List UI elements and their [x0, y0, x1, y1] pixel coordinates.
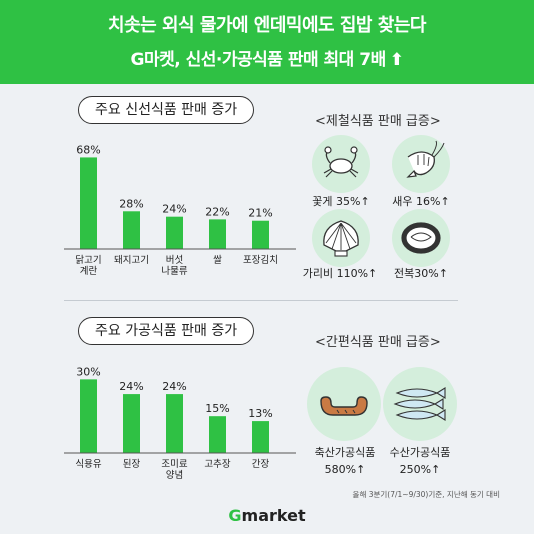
- fresh-food-pill: 주요 신선식품 판매 증가: [78, 96, 255, 124]
- logo-text: market: [241, 506, 306, 525]
- category-label: 포장김치: [243, 254, 278, 266]
- bar: [209, 219, 226, 249]
- category-label: 쌀: [213, 255, 222, 266]
- footnote: 올해 3분기(7/1~9/30)기준, 지난해 동기 대비: [352, 490, 500, 499]
- category-label: 돼지고기: [114, 255, 149, 266]
- category-label: 고추장: [204, 459, 230, 470]
- category-label: 나물류: [161, 266, 187, 277]
- clam-circle: [312, 209, 370, 267]
- bar: [209, 416, 226, 453]
- shrimp-circle: [392, 135, 450, 193]
- category-label: 간장: [252, 459, 270, 470]
- crab-label: 꽃게 35%↑: [312, 195, 370, 208]
- subheadline-text: G마켓, 신선·가공식품 판매 최대 7배: [130, 50, 387, 70]
- up-arrow-icon: ⬆: [389, 50, 404, 70]
- bar: [123, 394, 140, 453]
- sausage-circle: [307, 367, 381, 441]
- clam-label: 가리비 110%↑: [302, 267, 378, 280]
- category-label: 닭고기: [75, 254, 101, 266]
- meat-processed-label: 축산가공식품 580%↑: [300, 444, 390, 476]
- shrimp-label: 새우 16%↑: [392, 195, 450, 208]
- meat-processed-name: 축산가공식품: [314, 446, 376, 459]
- bar: [166, 216, 183, 249]
- bar-value-label: 22%: [205, 205, 229, 218]
- bar: [80, 379, 97, 453]
- abalone-icon: [401, 222, 441, 254]
- bar-value-label: 28%: [119, 197, 143, 210]
- bar-value-label: 68%: [76, 143, 100, 156]
- crab-circle: [312, 135, 370, 193]
- bar-value-label: 15%: [205, 402, 229, 415]
- processed-food-pill: 주요 가공식품 판매 증가: [78, 317, 255, 345]
- subheadline: G마켓, 신선·가공식품 판매 최대 7배 ⬆: [0, 45, 534, 70]
- fish-processed-label: 수산가공식품 250%↑: [375, 444, 465, 476]
- bar-value-label: 30%: [76, 365, 100, 378]
- convenience-title: <간편식품 판매 급증>: [315, 335, 441, 350]
- category-label: 버섯: [166, 255, 184, 266]
- gmarket-logo: Gmarket: [0, 506, 534, 525]
- fish-processed-value: 250%↑: [399, 463, 441, 476]
- headline: 치솟는 외식 물가에 엔데믹에도 집밥 찾는다: [108, 15, 426, 36]
- category-label: 된장: [123, 458, 141, 470]
- category-label: 조미료: [161, 459, 187, 470]
- fish-icon: [393, 387, 446, 421]
- bar: [252, 421, 269, 453]
- bar-value-label: 24%: [119, 380, 143, 393]
- bar-value-label: 13%: [248, 407, 272, 420]
- sausage-icon: [320, 396, 368, 416]
- section-divider: [64, 300, 458, 301]
- bar-value-label: 24%: [162, 380, 186, 393]
- bar: [166, 394, 183, 453]
- bar: [252, 220, 269, 249]
- header-banner: 치솟는 외식 물가에 엔데믹에도 집밥 찾는다 G마켓, 신선·가공식품 판매 …: [0, 0, 534, 84]
- bar-value-label: 24%: [162, 203, 186, 216]
- clam-icon: [323, 220, 359, 257]
- shrimp-icon: [406, 140, 445, 178]
- seasonal-title: <제철식품 판매 급증>: [315, 114, 441, 129]
- crab-icon: [323, 146, 359, 178]
- category-label: 계란: [80, 265, 98, 277]
- logo-g: G: [228, 506, 242, 525]
- abalone-label: 전복30%↑: [394, 267, 448, 280]
- fish-circle: [383, 367, 457, 441]
- category-label: 식용유: [75, 459, 101, 470]
- fish-processed-name: 수산가공식품: [389, 446, 451, 459]
- abalone-circle: [392, 209, 450, 267]
- meat-processed-value: 580%↑: [324, 463, 366, 476]
- bar: [123, 211, 140, 249]
- category-label: 양념: [166, 470, 183, 481]
- bar-value-label: 21%: [248, 207, 272, 220]
- bar: [80, 157, 97, 249]
